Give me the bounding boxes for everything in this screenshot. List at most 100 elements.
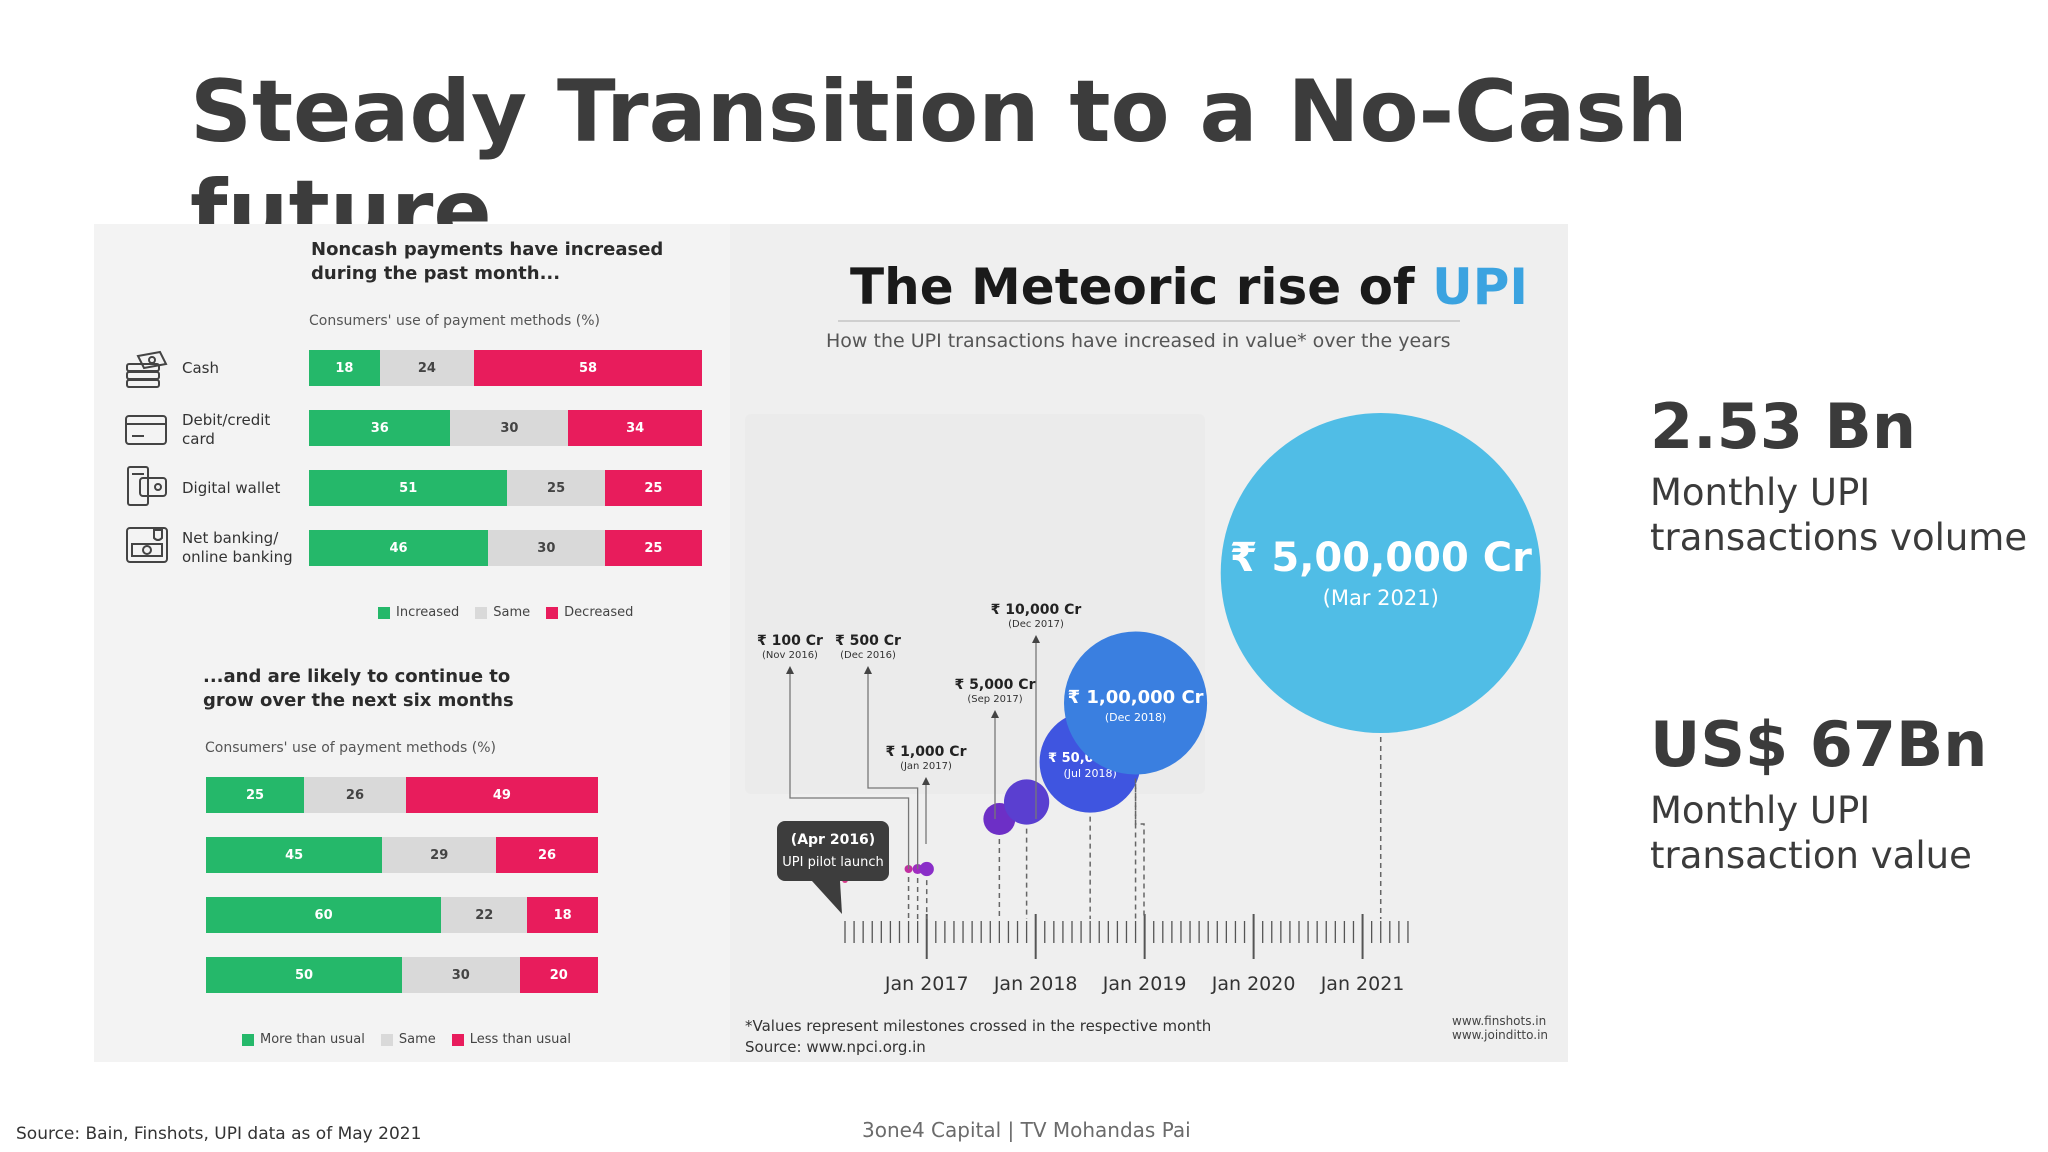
top-segment-increased: 36 xyxy=(309,410,451,446)
row-label-card: Debit/credit card xyxy=(182,411,271,448)
top-bar-3: 46 30 25 xyxy=(309,530,702,566)
x-tick-label: Jan 2018 xyxy=(993,973,1078,995)
bottom-segment-more-than-usual: 25 xyxy=(206,777,304,813)
stat-volume-label: Monthly UPI transactions volume xyxy=(1650,471,2028,559)
legend-less: Less than usual xyxy=(451,1032,571,1047)
bottom-segment-same: 30 xyxy=(402,957,520,993)
top-segment-decreased: 25 xyxy=(604,470,702,506)
bottom-segment-more-than-usual: 45 xyxy=(206,837,383,873)
top-segment-increased: 18 xyxy=(309,350,380,386)
brand-footer: 3one4 Capital | TV Mohandas Pai xyxy=(862,1118,1191,1142)
card-icon xyxy=(125,415,167,445)
row-label-cash: Cash xyxy=(182,359,219,377)
legend-same: Same xyxy=(475,605,530,620)
upi-title-rule xyxy=(838,320,1460,322)
callout-date: (Dec 2016) xyxy=(840,650,896,661)
upi-bubble-chart: Jan 2017 Jan 2018 Jan 2019 Jan 2020 Jan 2021… xyxy=(745,413,1541,995)
bottom-chart-heading: ...and are likely to continue to grow ov… xyxy=(203,666,514,711)
page-title: Steady Transition to a No-Cash future xyxy=(190,62,1688,262)
bottom-segment-more-than-usual: 60 xyxy=(206,897,442,933)
cash-icon xyxy=(126,350,168,388)
bottom-legend: More than usual Same Less than usual xyxy=(242,1032,571,1047)
upi-title: The Meteoric rise of UPI xyxy=(850,258,1528,316)
credit-finshots: www.finshots.in xyxy=(1452,1014,1547,1028)
callout-value: ₹ 10,000 Cr xyxy=(991,602,1082,618)
bottom-bar-2: 60 22 18 xyxy=(206,897,598,933)
x-tick-label: Jan 2017 xyxy=(884,973,969,995)
bubble-2017-12 xyxy=(1003,779,1050,825)
callout-line xyxy=(789,673,910,869)
top-segment-decreased: 25 xyxy=(604,530,702,566)
upi-credits: www.finshots.in www.joinditto.in xyxy=(1452,1014,1548,1042)
bottom-segment-less-than-usual: 26 xyxy=(496,837,598,873)
legend-increased: Increased xyxy=(378,605,459,620)
legend-same-bottom: Same xyxy=(380,1032,436,1047)
bubble-date-label: (Dec 2018) xyxy=(1105,711,1166,724)
credit-ditto: www.joinditto.in xyxy=(1452,1028,1549,1042)
callout-arrow xyxy=(1032,635,1040,643)
top-bar-2: 51 25 25 xyxy=(309,470,702,506)
callout-date: (Dec 2017) xyxy=(1008,619,1064,630)
top-segment-decreased: 58 xyxy=(474,350,702,386)
source-note: Source: Bain, Finshots, UPI data as of M… xyxy=(16,1124,422,1144)
top-segment-decreased: 34 xyxy=(568,410,702,446)
row-label-wallet: Digital wallet xyxy=(182,479,281,497)
callout-arrow xyxy=(786,666,794,674)
pilot-callout-box xyxy=(777,821,889,881)
top-legend: Increased Same Decreased xyxy=(378,605,633,620)
callout-value: ₹ 1,000 Cr xyxy=(886,744,967,760)
callout-value: ₹ 500 Cr xyxy=(835,633,901,649)
bottom-segment-same: 29 xyxy=(382,837,497,873)
connector-dec2018 xyxy=(1134,784,1145,919)
top-segment-same: 30 xyxy=(450,410,569,446)
callout-date: (Jan 2017) xyxy=(900,761,952,772)
top-segment-same: 25 xyxy=(507,470,605,506)
callout-arrow xyxy=(864,666,872,674)
top-chart-subhead: Consumers' use of payment methods (%) xyxy=(309,313,601,329)
x-tick-label: Jan 2020 xyxy=(1211,973,1296,995)
callout-arrow xyxy=(991,710,999,718)
bottom-segment-same: 22 xyxy=(441,897,528,933)
legend-decreased: Decreased xyxy=(546,605,633,620)
top-segment-increased: 51 xyxy=(309,470,508,506)
bottom-segment-less-than-usual: 18 xyxy=(527,897,598,933)
top-segment-same: 24 xyxy=(379,350,475,386)
pilot-callout-text: UPI pilot launch xyxy=(782,855,883,870)
top-segment-increased: 46 xyxy=(309,530,488,566)
callout-line xyxy=(867,673,919,869)
upi-subtitle: How the UPI transactions have increased … xyxy=(826,330,1451,352)
bubble-2017-01 xyxy=(919,861,934,877)
x-tick-label: Jan 2021 xyxy=(1320,973,1405,995)
bottom-bar-1: 45 29 26 xyxy=(206,837,598,873)
top-bar-0: 18 24 58 xyxy=(309,350,702,386)
pilot-callout-pointer xyxy=(812,881,842,914)
bottom-bar-3: 50 30 20 xyxy=(206,957,598,993)
bank-icon xyxy=(126,527,168,563)
callout-arrow xyxy=(922,777,930,785)
row-label-bank: Net banking/ online banking xyxy=(182,529,293,566)
callout-date: (Nov 2016) xyxy=(762,650,818,661)
top-bar-1: 36 30 34 xyxy=(309,410,702,446)
bottom-segment-less-than-usual: 49 xyxy=(405,777,598,813)
pilot-callout-date: (Apr 2016) xyxy=(791,832,875,848)
top-segment-same: 30 xyxy=(487,530,605,566)
bottom-chart-subhead: Consumers' use of payment methods (%) xyxy=(205,740,497,756)
callout-value: ₹ 100 Cr xyxy=(757,633,823,649)
footnote-values: *Values represent milestones crossed in … xyxy=(745,1017,1212,1035)
x-tick-label: Jan 2019 xyxy=(1102,973,1187,995)
callout-date: (Sep 2017) xyxy=(967,694,1022,705)
bubble-value-label: ₹ 5,00,000 Cr xyxy=(1230,535,1532,581)
stat-value-value: US$ 67Bn xyxy=(1650,708,1988,781)
bottom-segment-more-than-usual: 50 xyxy=(206,957,402,993)
legend-more: More than usual xyxy=(242,1032,365,1047)
bubble-date-label: (Mar 2021) xyxy=(1323,586,1439,610)
bottom-segment-less-than-usual: 20 xyxy=(519,957,598,993)
bottom-bar-0: 25 26 49 xyxy=(206,777,598,813)
bubble-2021-03 xyxy=(1220,413,1541,733)
top-chart-heading: Noncash payments have increased during t… xyxy=(311,239,664,284)
wallet-icon xyxy=(127,466,167,506)
bubble-value-label: ₹ 1,00,000 Cr xyxy=(1068,687,1204,708)
bottom-segment-same: 26 xyxy=(304,777,406,813)
callout-value: ₹ 5,000 Cr xyxy=(955,677,1036,693)
bubble-2018-12 xyxy=(1064,631,1208,775)
